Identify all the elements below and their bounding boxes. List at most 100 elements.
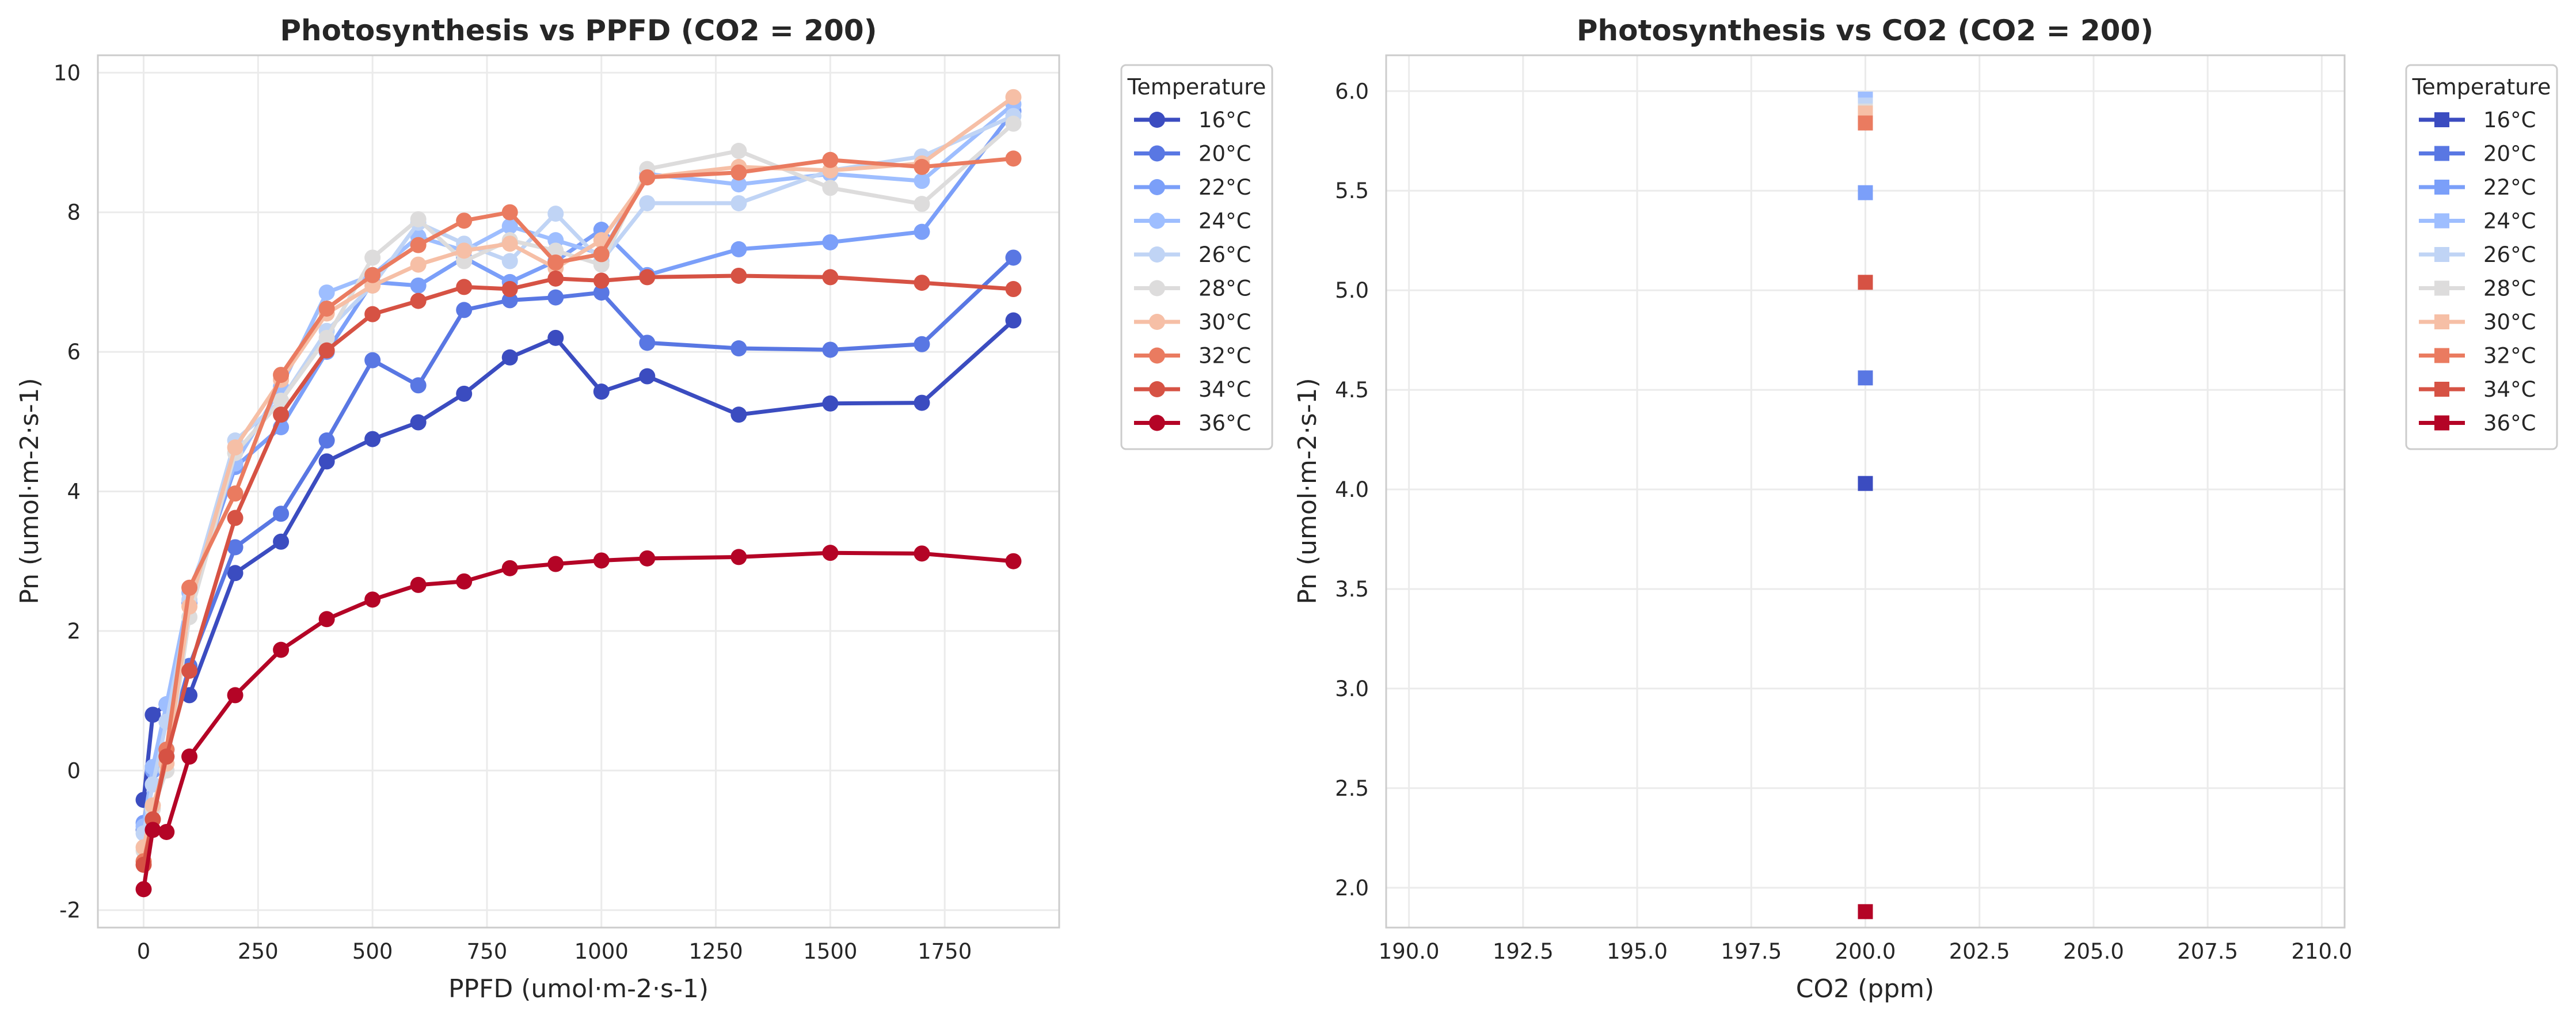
ppfd-data-point <box>273 506 290 522</box>
ppfd-data-point <box>410 292 427 309</box>
ppfd-data-point <box>547 329 564 346</box>
co2-y-tick-label: 3.5 <box>1335 577 1369 602</box>
ppfd-data-point <box>501 253 518 269</box>
ppfd-data-point <box>914 275 930 291</box>
co2-data-point <box>1858 476 1873 491</box>
ppfd-legend: Temperature 16°C 20°C 22°C 24°C 26°C 28°C 30°C… <box>1120 64 1273 450</box>
co2-legend-swatch-marker <box>2434 415 2449 431</box>
ppfd-data-point <box>181 579 198 596</box>
ppfd-legend-swatch-marker <box>1149 212 1165 229</box>
ppfd-y-tick-label: 10 <box>54 60 81 85</box>
ppfd-data-point <box>639 368 656 385</box>
ppfd-data-point <box>730 549 747 565</box>
ppfd-data-point <box>456 573 473 590</box>
co2-x-tick-label: 192.5 <box>1493 939 1554 964</box>
co2-data-point <box>1858 115 1873 131</box>
co2-y-tick-label: 4.5 <box>1335 378 1369 402</box>
ppfd-data-point <box>593 383 610 400</box>
ppfd-legend-title: Temperature <box>1127 74 1266 100</box>
ppfd-tick-labels: 0 250 500 750 1000 1250 1500 1750 -2 0 2 4 6 8 10 <box>54 60 972 964</box>
ppfd-data-point <box>1005 150 1022 167</box>
co2-legend: Temperature 16°C 20°C 22°C 24°C 26°C 28°C 30°C… <box>2405 64 2558 450</box>
ppfd-series-34°C <box>135 267 1022 873</box>
ppfd-data-point <box>547 556 564 572</box>
ppfd-legend-swatch-marker <box>1149 179 1165 195</box>
ppfd-data-point <box>547 270 564 287</box>
ppfd-data-point <box>547 206 564 222</box>
ppfd-data-point <box>501 281 518 298</box>
ppfd-x-tick-label: 1750 <box>918 939 972 964</box>
ppfd-x-tick-label: 1000 <box>574 939 629 964</box>
ppfd-data-point <box>914 173 930 189</box>
ppfd-data-point <box>501 292 518 309</box>
co2-series-layer <box>1858 92 1873 920</box>
ppfd-data-point <box>822 545 839 561</box>
co2-legend-label: 24°C <box>2483 209 2536 234</box>
ppfd-y-tick-label: -2 <box>59 898 81 923</box>
co2-legend-label: 36°C <box>2483 411 2536 436</box>
ppfd-y-tick-label: 4 <box>67 480 81 504</box>
ppfd-legend-label: 22°C <box>1198 175 1251 200</box>
co2-tick-labels: 190.0 192.5 195.0 197.5 200.0 202.5 205.0 207.5… <box>1335 79 2352 964</box>
ppfd-y-tick-label: 2 <box>67 619 81 644</box>
ppfd-series-line <box>142 156 1014 862</box>
ppfd-data-point <box>181 749 198 765</box>
co2-y-tick-label: 5.0 <box>1335 278 1369 303</box>
ppfd-data-point <box>181 662 198 679</box>
co2-y-tick-label: 6.0 <box>1335 79 1369 104</box>
ppfd-y-axis-label: Pn (umol·m-2·s-1) <box>15 378 44 604</box>
ppfd-data-point <box>501 235 518 252</box>
ppfd-data-point <box>593 552 610 569</box>
ppfd-x-axis-label: PPFD (umol·m-2·s-1) <box>448 974 709 1004</box>
co2-legend-label: 26°C <box>2483 242 2536 267</box>
ppfd-series-line <box>142 273 1014 865</box>
ppfd-x-tick-label: 500 <box>352 939 393 964</box>
co2-legend-label: 32°C <box>2483 344 2536 368</box>
ppfd-data-point <box>318 453 335 470</box>
ppfd-data-point <box>456 302 473 318</box>
ppfd-data-point <box>822 180 839 196</box>
ppfd-data-point <box>914 158 930 175</box>
co2-x-tick-label: 200.0 <box>1835 939 1896 964</box>
co2-legend-swatch-marker <box>2434 314 2449 329</box>
co2-legend-swatch-marker <box>2434 247 2449 262</box>
ppfd-data-point <box>364 249 381 266</box>
ppfd-data-point <box>273 406 290 423</box>
co2-legend-swatch-marker <box>2434 180 2449 195</box>
ppfd-legend-label: 30°C <box>1198 310 1251 335</box>
co2-x-axis-label: CO2 (ppm) <box>1796 974 1934 1004</box>
co2-chart-panel: 190.0 192.5 195.0 197.5 200.0 202.5 205.0 207.5… <box>1293 14 2558 1004</box>
ppfd-data-point <box>730 241 747 257</box>
ppfd-data-point <box>410 576 427 593</box>
co2-series-20°C <box>1858 370 1873 386</box>
ppfd-legend-label: 36°C <box>1198 411 1251 436</box>
ppfd-legend-swatch-marker <box>1149 280 1165 297</box>
co2-legend-swatch-marker <box>2434 112 2449 127</box>
ppfd-data-point <box>593 272 610 289</box>
ppfd-data-point <box>318 611 335 628</box>
ppfd-data-point <box>410 256 427 273</box>
co2-data-point <box>1858 185 1873 200</box>
ppfd-data-point <box>730 340 747 357</box>
ppfd-series-32°C <box>135 150 1022 869</box>
co2-legend-swatch-marker <box>2434 280 2449 296</box>
ppfd-series-line <box>142 550 1014 890</box>
ppfd-data-point <box>639 269 656 286</box>
co2-y-axis-label: Pn (umol·m-2·s-1) <box>1293 378 1322 604</box>
co2-x-tick-label: 205.0 <box>2063 939 2124 964</box>
ppfd-data-point <box>227 510 243 526</box>
co2-x-tick-label: 190.0 <box>1379 939 1440 964</box>
ppfd-data-point <box>639 550 656 567</box>
ppfd-grid <box>98 55 1059 928</box>
ppfd-data-point <box>273 641 290 658</box>
ppfd-data-point <box>456 279 473 295</box>
ppfd-x-tick-label: 250 <box>238 939 279 964</box>
ppfd-data-point <box>914 223 930 240</box>
ppfd-data-point <box>456 385 473 402</box>
co2-legend-label: 28°C <box>2483 276 2536 301</box>
co2-y-tick-label: 2.0 <box>1335 876 1369 901</box>
ppfd-legend-swatch-marker <box>1149 112 1165 128</box>
ppfd-legend-label: 24°C <box>1198 209 1251 234</box>
